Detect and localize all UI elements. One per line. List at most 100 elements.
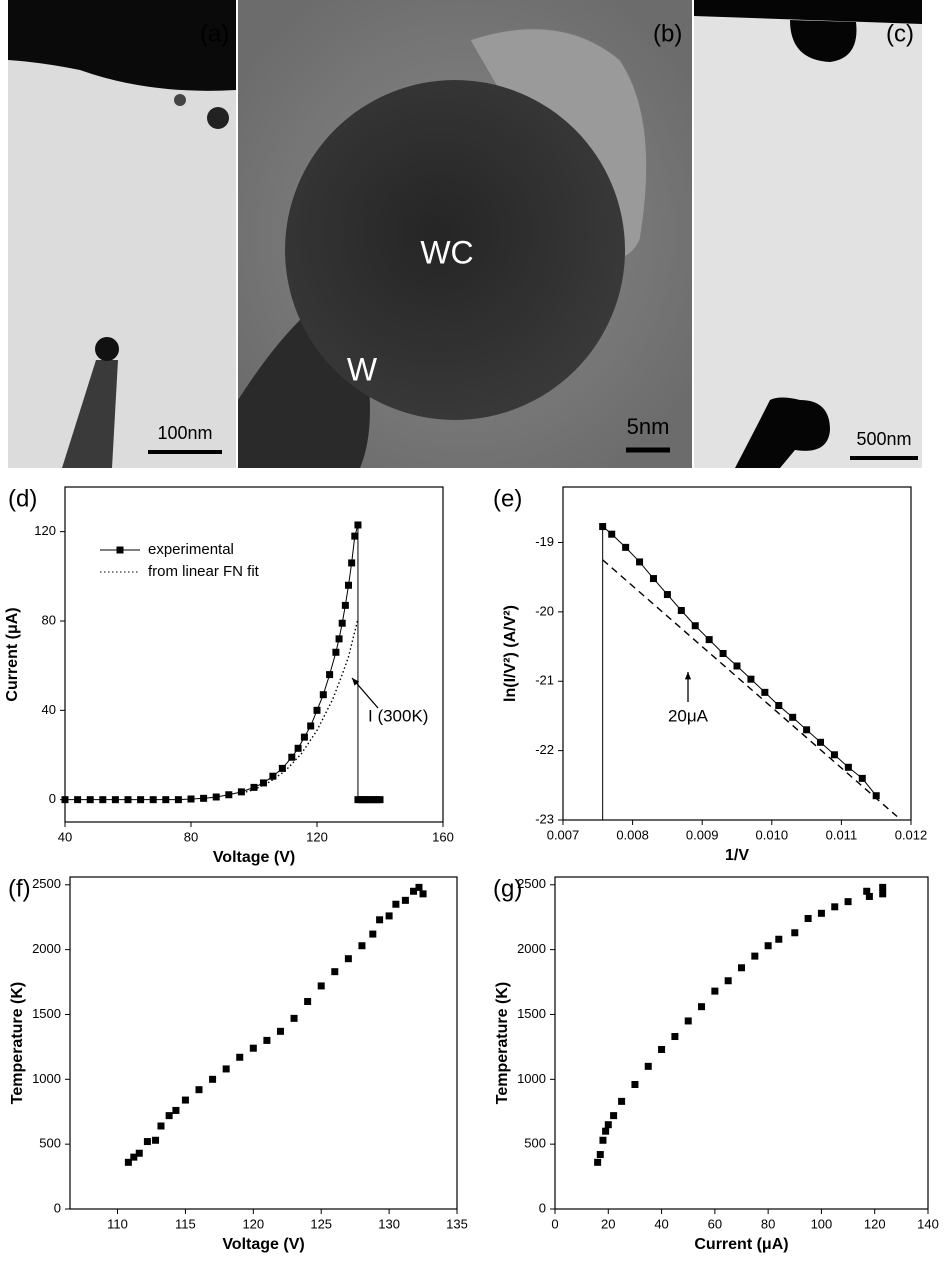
marker	[317, 982, 325, 990]
marker	[225, 791, 233, 799]
x-tick-label: 0.011	[826, 827, 858, 842]
marker	[844, 763, 852, 771]
marker	[376, 916, 384, 924]
marker	[677, 606, 685, 614]
marker	[789, 713, 797, 721]
ball	[95, 337, 119, 361]
marker	[622, 543, 630, 551]
marker	[663, 591, 671, 599]
marker	[338, 619, 346, 627]
y-tick-label: 1000	[32, 1071, 61, 1086]
y-tick-label: 120	[34, 523, 56, 538]
marker	[385, 912, 393, 920]
marker	[761, 688, 769, 696]
x-tick-label: 0.009	[686, 827, 719, 842]
x-tick-label: 120	[864, 1216, 886, 1231]
marker	[130, 1153, 138, 1161]
marker	[249, 1044, 257, 1052]
marker	[162, 796, 170, 804]
marker	[212, 793, 220, 801]
marker	[332, 648, 340, 656]
y-tick-label: 40	[42, 702, 56, 717]
marker	[195, 1086, 203, 1094]
marker	[276, 1027, 284, 1035]
marker	[858, 774, 866, 782]
marker	[152, 1136, 160, 1144]
marker	[304, 998, 312, 1005]
x-tick-label: 115	[175, 1216, 196, 1231]
plot-frame	[554, 876, 929, 1210]
marker	[200, 794, 208, 802]
y-tick-label: 0	[49, 791, 56, 806]
marker	[658, 1045, 666, 1053]
y-tick-label: 1500	[32, 1006, 61, 1021]
image-c: (c) 500nm	[694, 0, 922, 468]
annotation: 20μA	[668, 706, 709, 725]
x-tick-label: 100	[811, 1216, 833, 1231]
x-tick-label: 0.012	[895, 827, 928, 842]
series-line	[602, 559, 898, 818]
arrow-head	[684, 672, 692, 680]
y-tick-label: 2000	[517, 941, 546, 956]
marker	[344, 955, 352, 963]
plot-frame	[69, 876, 458, 1210]
marker	[341, 601, 349, 609]
y-tick-label: 2500	[517, 876, 546, 891]
marker	[775, 935, 783, 943]
marker	[86, 796, 94, 804]
marker	[751, 952, 759, 960]
x-tick-label: 0.007	[547, 827, 580, 842]
marker	[237, 788, 245, 796]
marker	[331, 968, 339, 976]
marker	[817, 909, 825, 917]
marker	[358, 942, 366, 950]
x-tick-label: 120	[306, 829, 328, 844]
marker	[172, 1106, 180, 1114]
y-tick-label: -20	[535, 603, 554, 618]
marker	[392, 900, 400, 908]
x-tick-label: 140	[917, 1216, 939, 1231]
marker	[879, 883, 887, 891]
y-axis-title: Temperature (K)	[494, 982, 511, 1104]
marker	[872, 792, 880, 800]
y-axis-title: Temperature (K)	[9, 982, 26, 1104]
marker	[610, 1112, 618, 1120]
marker	[354, 521, 362, 529]
y-tick-label: -23	[535, 811, 554, 826]
marker	[181, 1096, 189, 1104]
y-tick-label: 1500	[517, 1006, 546, 1021]
marker	[691, 622, 699, 630]
marker	[250, 783, 258, 791]
marker	[137, 796, 145, 804]
marker	[879, 890, 887, 898]
marker	[599, 1136, 607, 1144]
marker	[111, 796, 119, 804]
x-tick-label: 120	[242, 1216, 264, 1231]
marker	[290, 1014, 298, 1022]
marker	[738, 964, 745, 972]
marker	[865, 892, 873, 900]
marker	[288, 753, 296, 761]
y-tick-label: 1000	[517, 1071, 546, 1086]
x-axis-title: 1/V	[725, 847, 749, 864]
panel-label: (f)	[8, 875, 31, 902]
x-tick-label: 125	[310, 1216, 332, 1231]
marker	[259, 779, 267, 787]
marker	[278, 764, 286, 772]
marker	[705, 636, 713, 644]
marker	[124, 1158, 132, 1166]
y-tick-label: 0	[539, 1200, 546, 1215]
marker	[236, 1053, 244, 1061]
plot-frame	[562, 486, 912, 821]
scale-label: 5nm	[627, 414, 670, 439]
marker	[419, 890, 427, 898]
image-a: (a) 100nm	[8, 0, 236, 468]
image-bg	[694, 0, 922, 468]
particle	[174, 94, 186, 106]
marker	[733, 662, 741, 670]
tip	[62, 360, 118, 468]
y-axis-title: Current (μA)	[4, 607, 21, 701]
tip-top	[8, 0, 236, 91]
marker	[747, 675, 755, 683]
x-tick-label: 40	[654, 1216, 668, 1231]
